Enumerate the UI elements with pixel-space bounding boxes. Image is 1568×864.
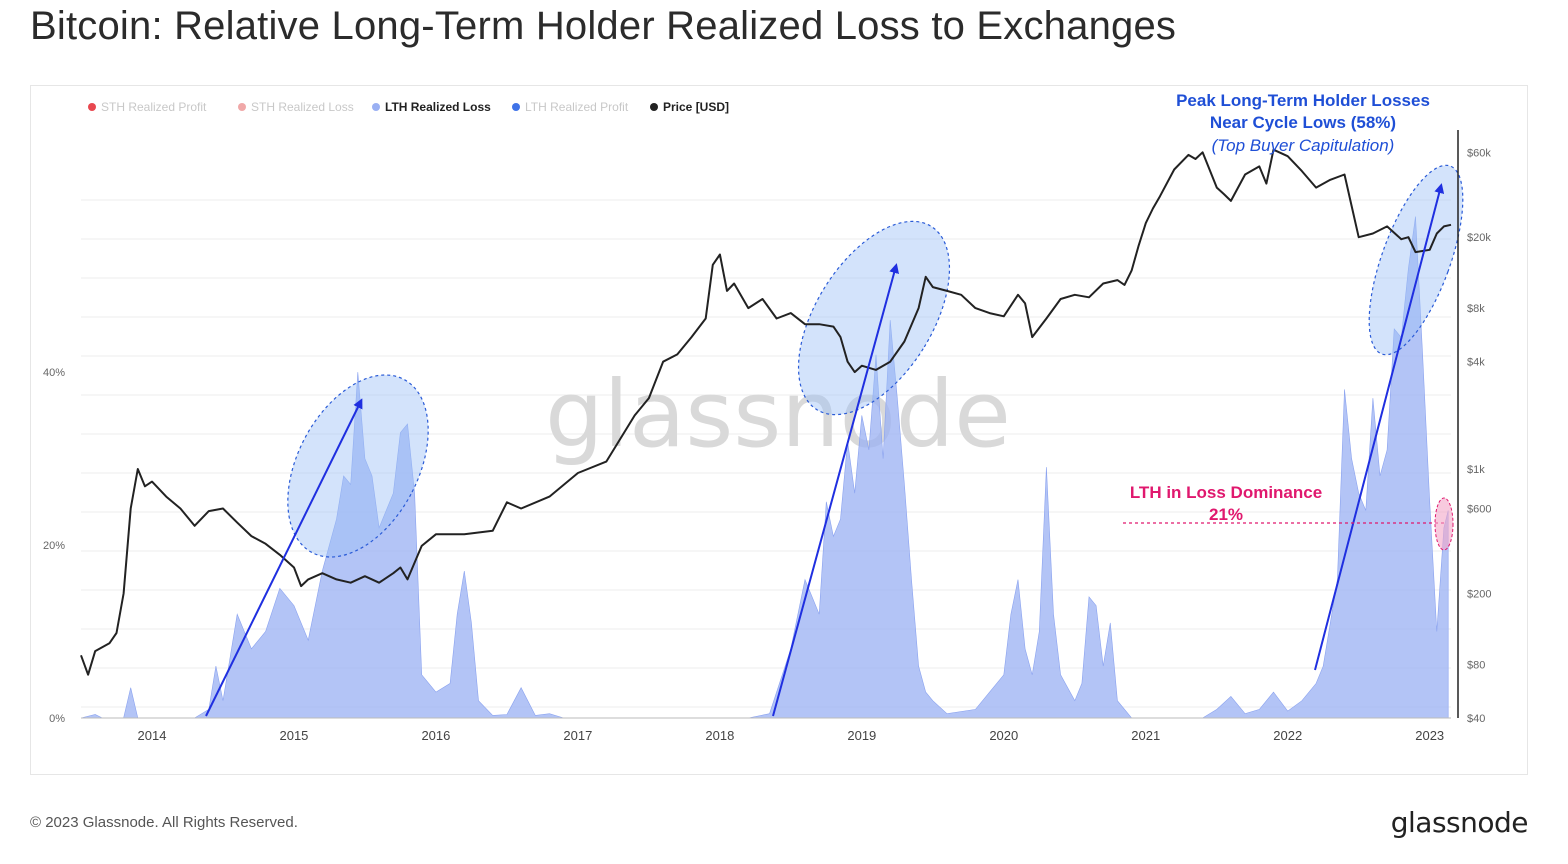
dominance-marker [1434, 497, 1454, 551]
x-axis: 2014 2015 2016 2017 2018 2019 2020 2021 2022 2023 [81, 717, 1451, 743]
footer-copyright: © 2023 Glassnode. All Rights Reserved. [30, 814, 298, 831]
legend-label: LTH Realized Loss [385, 100, 491, 114]
chart-frame: glassnode 0% 20% 40% $40 $80 $200 $600 $1k $4k $… [30, 85, 1528, 775]
x-tick-label: 2021 [1131, 728, 1160, 743]
y-right-tick-label: $8k [1467, 303, 1485, 315]
annotation-peak-line2: Near Cycle Lows (58%) [1210, 113, 1396, 132]
x-tick-label: 2015 [279, 728, 308, 743]
legend-item: Price [USD] [650, 100, 729, 114]
legend: STH Realized Profit STH Realized Loss LTH … [88, 100, 729, 114]
x-tick-label: 2019 [847, 728, 876, 743]
trend-arrow-2019 [772, 263, 899, 717]
legend-label: STH Realized Profit [101, 100, 207, 114]
y-right-axis: $40 $80 $200 $600 $1k $4k $8k $20k $60k [1467, 147, 1491, 725]
legend-label: LTH Realized Profit [525, 100, 629, 114]
legend-item: LTH Realized Loss [372, 100, 491, 114]
x-tick-label: 2023 [1415, 728, 1444, 743]
trend-arrow-2015 [205, 398, 363, 717]
y-left-axis: 0% 20% 40% [43, 367, 65, 725]
legend-label: Price [USD] [663, 100, 729, 114]
y-right-tick-label: $200 [1467, 588, 1491, 600]
legend-dot [372, 103, 380, 111]
watermark: glassnode [545, 361, 1011, 468]
y-left-tick-label: 0% [49, 713, 65, 725]
lth-realized-loss-area [80, 216, 1449, 719]
annotation-dominance-line2: 21% [1209, 505, 1243, 524]
x-tick-label: 2016 [421, 728, 450, 743]
chart-svg: glassnode 0%20%40% $40$80$200$600$1k$4k$… [43, 91, 1492, 743]
legend-label: STH Realized Loss [251, 100, 354, 114]
y-right-tick-label: $60k [1467, 147, 1491, 159]
legend-item: LTH Realized Profit [512, 100, 629, 114]
y-left-tick-label: 20% [43, 540, 65, 552]
y-right-tick-label: $40 [1467, 713, 1485, 725]
y-right-tick-label: $4k [1467, 357, 1485, 369]
y-right-tick-label: $80 [1467, 659, 1485, 671]
price-line [80, 148, 1452, 676]
y-right-tick-label: $1k [1467, 464, 1485, 476]
y-right-tick-label: $20k [1467, 232, 1491, 244]
highlight-ellipse-2015 [287, 374, 429, 558]
x-tick-label: 2022 [1273, 728, 1302, 743]
trend-arrow-2023 [1314, 183, 1445, 671]
highlight-ellipse-2019 [797, 220, 951, 416]
y-right-tick-label: $600 [1467, 504, 1491, 516]
x-tick-label: 2014 [138, 728, 167, 743]
x-tick-label: 2018 [705, 728, 734, 743]
highlight-ellipse-2023 [1368, 164, 1464, 356]
legend-dot [238, 103, 246, 111]
annotation-dominance-line1: LTH in Loss Dominance [1130, 483, 1322, 502]
legend-dot [650, 103, 658, 111]
y-left-tick-label: 40% [43, 367, 65, 379]
annotation-peak-line3: (Top Buyer Capitulation) [1212, 136, 1395, 155]
legend-dot [512, 103, 520, 111]
x-tick-label: 2017 [563, 728, 592, 743]
x-tick-label: 2020 [989, 728, 1018, 743]
footer-brand-logo: glassnode [1390, 806, 1529, 839]
annotation-peak-line1: Peak Long-Term Holder Losses [1176, 91, 1430, 110]
page-title: Bitcoin: Relative Long-Term Holder Reali… [30, 4, 1177, 48]
legend-dot [88, 103, 96, 111]
legend-item: STH Realized Loss [238, 100, 354, 114]
legend-item: STH Realized Profit [88, 100, 207, 114]
